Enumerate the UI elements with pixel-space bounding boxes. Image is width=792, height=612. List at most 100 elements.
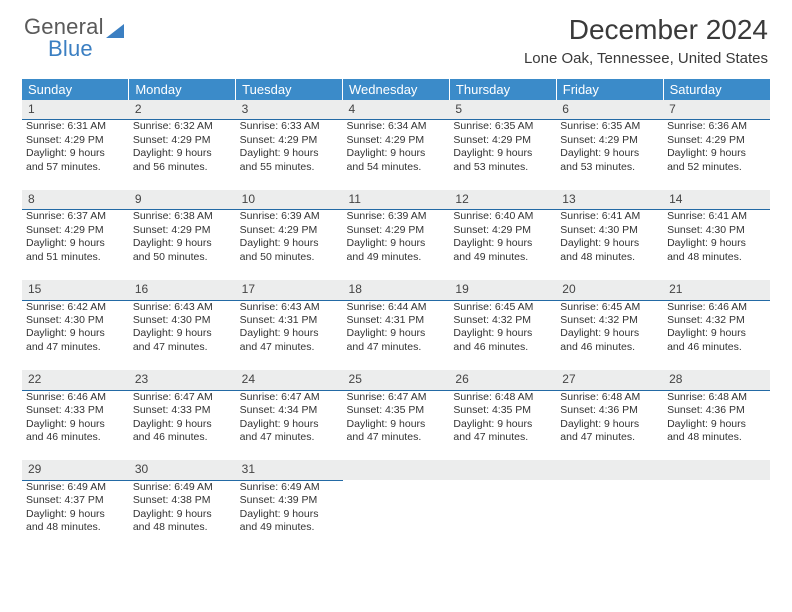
sunset-line: Sunset: 4:32 PM <box>560 314 659 327</box>
sunrise-line: Sunrise: 6:32 AM <box>133 120 232 133</box>
daylight-line: Daylight: 9 hours and 52 minutes. <box>667 147 766 174</box>
day-number: 17 <box>236 280 343 300</box>
weekday-header: Monday <box>129 79 236 100</box>
empty-day-number <box>343 460 450 480</box>
daylight-line: Daylight: 9 hours and 53 minutes. <box>453 147 552 174</box>
day-cell: Sunrise: 6:46 AMSunset: 4:33 PMDaylight:… <box>22 390 129 450</box>
day-number: 9 <box>129 190 236 210</box>
day-number: 8 <box>22 190 129 210</box>
day-number: 13 <box>556 190 663 210</box>
empty-day-cell <box>663 480 770 540</box>
logo-text-blue: Blue <box>48 36 148 62</box>
day-cell: Sunrise: 6:39 AMSunset: 4:29 PMDaylight:… <box>236 210 343 270</box>
day-number: 18 <box>343 280 450 300</box>
sunset-line: Sunset: 4:33 PM <box>133 404 232 417</box>
week-separator <box>22 360 770 370</box>
sunset-line: Sunset: 4:34 PM <box>240 404 339 417</box>
daylight-line: Daylight: 9 hours and 48 minutes. <box>133 508 232 535</box>
daylight-line: Daylight: 9 hours and 46 minutes. <box>133 418 232 445</box>
sunset-line: Sunset: 4:29 PM <box>240 134 339 147</box>
weekday-header: Wednesday <box>343 79 450 100</box>
day-cell: Sunrise: 6:47 AMSunset: 4:33 PMDaylight:… <box>129 390 236 450</box>
sunset-line: Sunset: 4:30 PM <box>560 224 659 237</box>
day-number: 24 <box>236 370 343 390</box>
sunrise-line: Sunrise: 6:34 AM <box>347 120 446 133</box>
day-number: 20 <box>556 280 663 300</box>
sunset-line: Sunset: 4:29 PM <box>667 134 766 147</box>
daylight-line: Daylight: 9 hours and 49 minutes. <box>453 237 552 264</box>
day-number: 28 <box>663 370 770 390</box>
empty-day-cell <box>449 480 556 540</box>
sunset-line: Sunset: 4:29 PM <box>26 134 125 147</box>
day-number-row: 891011121314 <box>22 190 770 210</box>
day-number: 4 <box>343 100 450 120</box>
daylight-line: Daylight: 9 hours and 57 minutes. <box>26 147 125 174</box>
sunset-line: Sunset: 4:31 PM <box>240 314 339 327</box>
daylight-line: Daylight: 9 hours and 56 minutes. <box>133 147 232 174</box>
weekday-header-row: SundayMondayTuesdayWednesdayThursdayFrid… <box>22 79 770 100</box>
sunset-line: Sunset: 4:30 PM <box>667 224 766 237</box>
sunrise-line: Sunrise: 6:43 AM <box>240 301 339 314</box>
header: General Blue December 2024 Lone Oak, Ten… <box>0 0 792 71</box>
day-cell: Sunrise: 6:35 AMSunset: 4:29 PMDaylight:… <box>556 120 663 180</box>
sunrise-line: Sunrise: 6:41 AM <box>667 210 766 223</box>
day-content-row: Sunrise: 6:46 AMSunset: 4:33 PMDaylight:… <box>22 390 770 450</box>
day-number: 26 <box>449 370 556 390</box>
day-number: 21 <box>663 280 770 300</box>
sunrise-line: Sunrise: 6:44 AM <box>347 301 446 314</box>
sunset-line: Sunset: 4:32 PM <box>667 314 766 327</box>
sunset-line: Sunset: 4:32 PM <box>453 314 552 327</box>
daylight-line: Daylight: 9 hours and 47 minutes. <box>347 327 446 354</box>
day-cell: Sunrise: 6:47 AMSunset: 4:34 PMDaylight:… <box>236 390 343 450</box>
day-cell: Sunrise: 6:32 AMSunset: 4:29 PMDaylight:… <box>129 120 236 180</box>
daylight-line: Daylight: 9 hours and 50 minutes. <box>133 237 232 264</box>
sunrise-line: Sunrise: 6:39 AM <box>240 210 339 223</box>
sunset-line: Sunset: 4:30 PM <box>26 314 125 327</box>
month-title: December 2024 <box>524 14 768 46</box>
daylight-line: Daylight: 9 hours and 47 minutes. <box>133 327 232 354</box>
sunrise-line: Sunrise: 6:46 AM <box>26 391 125 404</box>
daylight-line: Daylight: 9 hours and 48 minutes. <box>560 237 659 264</box>
sunrise-line: Sunrise: 6:45 AM <box>560 301 659 314</box>
sunrise-line: Sunrise: 6:37 AM <box>26 210 125 223</box>
day-number: 11 <box>343 190 450 210</box>
day-cell: Sunrise: 6:39 AMSunset: 4:29 PMDaylight:… <box>343 210 450 270</box>
day-cell: Sunrise: 6:49 AMSunset: 4:38 PMDaylight:… <box>129 480 236 540</box>
day-cell: Sunrise: 6:49 AMSunset: 4:39 PMDaylight:… <box>236 480 343 540</box>
sunset-line: Sunset: 4:38 PM <box>133 494 232 507</box>
daylight-line: Daylight: 9 hours and 46 minutes. <box>453 327 552 354</box>
sunset-line: Sunset: 4:35 PM <box>347 404 446 417</box>
day-cell: Sunrise: 6:46 AMSunset: 4:32 PMDaylight:… <box>663 300 770 360</box>
day-cell: Sunrise: 6:47 AMSunset: 4:35 PMDaylight:… <box>343 390 450 450</box>
daylight-line: Daylight: 9 hours and 48 minutes. <box>667 418 766 445</box>
sunset-line: Sunset: 4:36 PM <box>667 404 766 417</box>
sunrise-line: Sunrise: 6:45 AM <box>453 301 552 314</box>
sunset-line: Sunset: 4:33 PM <box>26 404 125 417</box>
sunrise-line: Sunrise: 6:39 AM <box>347 210 446 223</box>
daylight-line: Daylight: 9 hours and 46 minutes. <box>667 327 766 354</box>
sunrise-line: Sunrise: 6:49 AM <box>26 481 125 494</box>
day-number: 27 <box>556 370 663 390</box>
sunrise-line: Sunrise: 6:36 AM <box>667 120 766 133</box>
daylight-line: Daylight: 9 hours and 48 minutes. <box>26 508 125 535</box>
sunrise-line: Sunrise: 6:41 AM <box>560 210 659 223</box>
daylight-line: Daylight: 9 hours and 47 minutes. <box>560 418 659 445</box>
day-cell: Sunrise: 6:43 AMSunset: 4:31 PMDaylight:… <box>236 300 343 360</box>
day-number: 10 <box>236 190 343 210</box>
daylight-line: Daylight: 9 hours and 46 minutes. <box>560 327 659 354</box>
day-number: 12 <box>449 190 556 210</box>
sunrise-line: Sunrise: 6:42 AM <box>26 301 125 314</box>
daylight-line: Daylight: 9 hours and 47 minutes. <box>26 327 125 354</box>
daylight-line: Daylight: 9 hours and 54 minutes. <box>347 147 446 174</box>
day-number-row: 1234567 <box>22 100 770 120</box>
day-cell: Sunrise: 6:41 AMSunset: 4:30 PMDaylight:… <box>556 210 663 270</box>
day-content-row: Sunrise: 6:42 AMSunset: 4:30 PMDaylight:… <box>22 300 770 360</box>
day-cell: Sunrise: 6:36 AMSunset: 4:29 PMDaylight:… <box>663 120 770 180</box>
day-cell: Sunrise: 6:48 AMSunset: 4:36 PMDaylight:… <box>556 390 663 450</box>
day-number-row: 15161718192021 <box>22 280 770 300</box>
daylight-line: Daylight: 9 hours and 55 minutes. <box>240 147 339 174</box>
day-number-row: 22232425262728 <box>22 370 770 390</box>
weekday-header: Thursday <box>449 79 556 100</box>
sunset-line: Sunset: 4:29 PM <box>133 224 232 237</box>
sunrise-line: Sunrise: 6:47 AM <box>347 391 446 404</box>
